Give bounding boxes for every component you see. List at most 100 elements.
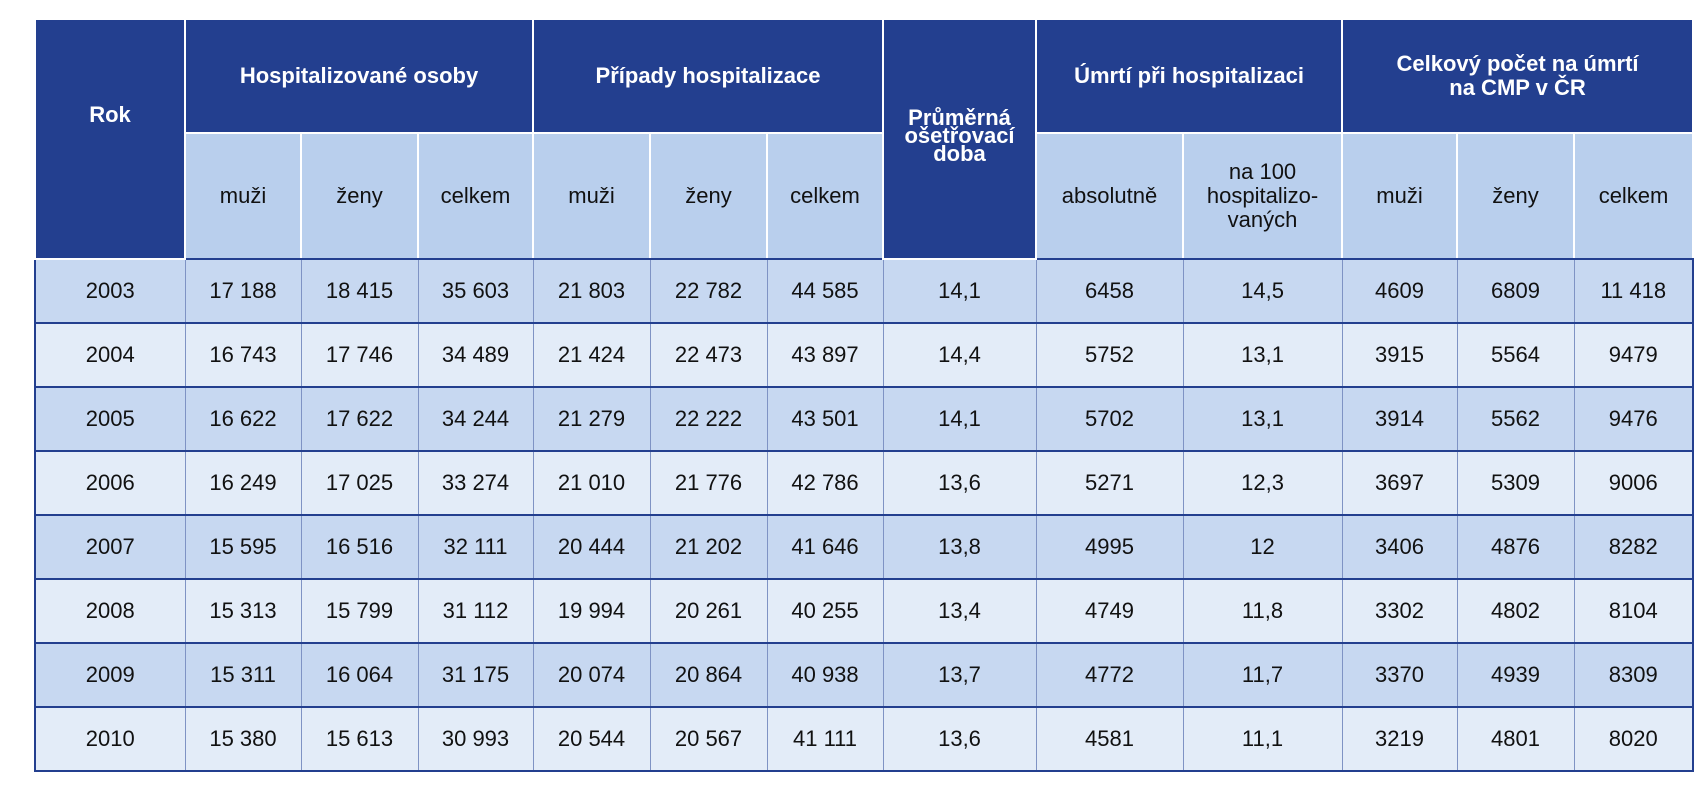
cell-pripady-zeny: 20 261 [649,579,768,644]
cell-umrti-absolutne: 6458 [1035,259,1184,324]
cell-rok: 2006 [35,451,185,516]
table-row: 2010 15 380 15 613 30 993 20 544 20 567 41 111… [35,707,1694,772]
cell-pripady-zeny: 20 864 [649,643,768,708]
cell-hosp-celkem: 32 111 [417,515,534,580]
cell-pripady-celkem: 42 786 [766,451,884,516]
cell-umrti-absolutne: 4749 [1035,579,1184,644]
cell-celk-celkem: 8282 [1573,515,1694,580]
statistics-table-container: Rok Hospitalizované osoby Případy hospit… [34,18,1695,772]
cell-rok: 2007 [35,515,185,580]
cell-hosp-celkem: 34 244 [417,387,534,452]
subheader-pripady-muzi: muži [532,132,652,260]
cell-celk-celkem: 8104 [1573,579,1694,644]
cell-prumerna-doba: 14,1 [882,259,1037,324]
cell-hosp-zeny: 16 064 [300,643,418,708]
cell-rok: 2008 [35,579,185,644]
cell-pripady-muzi: 20 444 [532,515,651,580]
subheader-hosp-muzi: muži [184,132,302,260]
cell-pripady-celkem: 43 897 [766,323,884,388]
cell-hosp-celkem: 34 489 [417,323,534,388]
table-row: 2007 15 595 16 516 32 111 20 444 21 202 41 646… [35,515,1694,580]
cell-hosp-celkem: 33 274 [417,451,534,516]
cell-rok: 2005 [35,387,185,452]
cell-hosp-zeny: 15 613 [300,707,418,772]
cell-hosp-celkem: 31 112 [417,579,534,644]
table-row: 2003 17 188 18 415 35 603 21 803 22 782 44 585… [35,259,1694,324]
cell-celk-zeny: 4876 [1456,515,1575,580]
cell-pripady-muzi: 20 544 [532,707,651,772]
table-body: 2003 17 188 18 415 35 603 21 803 22 782 44 585… [35,259,1694,772]
cell-umrti-absolutne: 5702 [1035,387,1184,452]
cell-pripady-muzi: 21 803 [532,259,651,324]
cell-umrti-na-100: 13,1 [1182,387,1343,452]
cell-pripady-zeny: 22 222 [649,387,768,452]
cell-hosp-zeny: 17 622 [300,387,418,452]
cell-celk-muzi: 3219 [1341,707,1458,772]
cell-pripady-celkem: 43 501 [766,387,884,452]
cell-pripady-zeny: 21 776 [649,451,768,516]
subheader-na-100: na 100 hospitalizo- vaných [1182,132,1344,260]
cell-celk-celkem: 9479 [1573,323,1694,388]
header-hospitalizovane-osoby: Hospitalizované osoby [183,18,535,134]
cell-celk-celkem: 9006 [1573,451,1694,516]
cell-celk-zeny: 5562 [1456,387,1575,452]
cell-celk-muzi: 4609 [1341,259,1458,324]
cell-prumerna-doba: 13,4 [882,579,1037,644]
subheader-hosp-celkem: celkem [416,132,535,260]
cell-celk-zeny: 4802 [1456,579,1575,644]
table-row: 2004 16 743 17 746 34 489 21 424 22 473 43 897… [35,323,1694,388]
cell-celk-celkem: 9476 [1573,387,1694,452]
cell-celk-zeny: 5309 [1456,451,1575,516]
cell-celk-celkem: 8309 [1573,643,1694,708]
cell-rok: 2003 [35,259,185,324]
cell-celk-muzi: 3302 [1341,579,1458,644]
cell-umrti-na-100: 13,1 [1182,323,1343,388]
cell-pripady-muzi: 20 074 [532,643,651,708]
cell-hosp-zeny: 17 025 [300,451,418,516]
cell-rok: 2010 [35,707,185,772]
cell-pripady-muzi: 21 424 [532,323,651,388]
header-umrti-pri-hospitalizaci: Úmrtí při hospitalizaci [1035,18,1344,134]
cell-celk-zeny: 4801 [1456,707,1575,772]
cell-hosp-muzi: 16 249 [184,451,301,516]
subheader-celk-zeny: ženy [1456,132,1576,260]
header-prumerna-doba: Průměrná ošetřovací doba [882,18,1038,260]
cell-prumerna-doba: 14,1 [882,387,1037,452]
hospitalization-table: Rok Hospitalizované osoby Případy hospit… [34,18,1695,772]
cell-umrti-na-100: 14,5 [1182,259,1343,324]
cell-umrti-na-100: 12,3 [1182,451,1343,516]
cell-umrti-na-100: 11,7 [1182,643,1343,708]
cell-prumerna-doba: 13,6 [882,707,1037,772]
cell-hosp-celkem: 31 175 [417,643,534,708]
cell-celk-zeny: 6809 [1456,259,1575,324]
cell-celk-muzi: 3406 [1341,515,1458,580]
table-row: 2005 16 622 17 622 34 244 21 279 22 222 43 501… [35,387,1694,452]
cell-prumerna-doba: 14,4 [882,323,1037,388]
cell-pripady-zeny: 21 202 [649,515,768,580]
cell-hosp-muzi: 17 188 [184,259,301,324]
table-row: 2008 15 313 15 799 31 112 19 994 20 261 40 255… [35,579,1694,644]
table-row: 2006 16 249 17 025 33 274 21 010 21 776 42 786… [35,451,1694,516]
cell-pripady-zeny: 20 567 [649,707,768,772]
cell-pripady-celkem: 41 111 [766,707,884,772]
cell-hosp-zeny: 16 516 [300,515,418,580]
cell-hosp-zeny: 15 799 [300,579,418,644]
cell-hosp-muzi: 15 311 [184,643,301,708]
cell-umrti-absolutne: 5752 [1035,323,1184,388]
cell-pripady-muzi: 21 010 [532,451,651,516]
cell-celk-celkem: 11 418 [1573,259,1694,324]
cell-hosp-celkem: 35 603 [417,259,534,324]
table-header: Rok Hospitalizované osoby Případy hospit… [34,18,1695,260]
cell-prumerna-doba: 13,7 [882,643,1037,708]
subheader-absolutne: absolutně [1035,132,1185,260]
cell-rok: 2004 [35,323,185,388]
cell-celk-celkem: 8020 [1573,707,1694,772]
cell-pripady-zeny: 22 782 [649,259,768,324]
cell-umrti-na-100: 12 [1182,515,1343,580]
table-row: 2009 15 311 16 064 31 175 20 074 20 864 40 938… [35,643,1694,708]
cell-umrti-na-100: 11,8 [1182,579,1343,644]
cell-pripady-celkem: 40 938 [766,643,884,708]
cell-rok: 2009 [35,643,185,708]
cell-pripady-celkem: 44 585 [766,259,884,324]
cell-celk-muzi: 3370 [1341,643,1458,708]
